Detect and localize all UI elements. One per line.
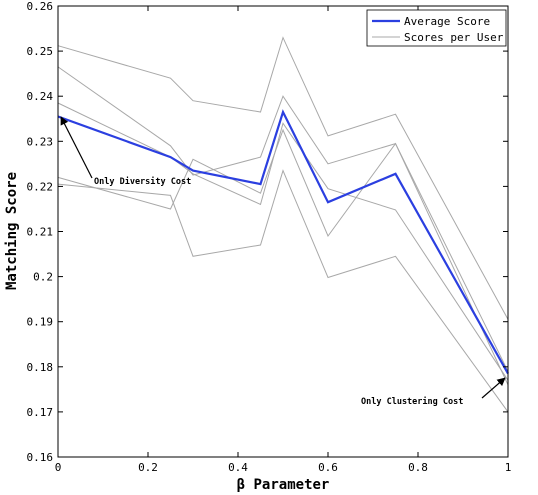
y-axis-ticks: 0.16 0.17 0.18 0.19 0.2 0.21 0.22 0.23 0.24 0.25 0… (27, 0, 508, 464)
annotation-diversity: Only Diversity Cost (60, 116, 191, 187)
plot-frame (57, 5, 509, 458)
y-tick-label: 0.2 (33, 271, 53, 284)
x-tick-label: 1 (505, 461, 512, 474)
y-tick-label: 0.18 (27, 361, 54, 374)
annotation-diversity-arrow (60, 116, 93, 179)
user-line-2 (57, 66, 509, 372)
user-line-5 (57, 169, 509, 413)
user-series-lines (57, 36, 509, 413)
y-tick-label: 0.25 (27, 45, 54, 58)
y-tick-label: 0.17 (27, 406, 54, 419)
legend: Average Score Scores per User (366, 9, 507, 47)
legend-box (366, 9, 507, 47)
y-tick-label: 0.23 (27, 135, 54, 148)
y-tick-label: 0.19 (27, 316, 54, 329)
legend-label-users: Scores per User (404, 31, 504, 44)
y-tick-label: 0.26 (27, 0, 54, 13)
y-tick-label: 0.22 (27, 180, 54, 193)
x-axis-title: β Parameter (237, 477, 330, 493)
x-axis-ticks: 0 0.2 0.4 0.6 0.8 1 (55, 6, 512, 474)
y-tick-label: 0.24 (27, 90, 54, 103)
user-line-4 (57, 128, 509, 386)
average-score-line (57, 109, 509, 375)
y-tick-label: 0.21 (27, 226, 54, 239)
x-tick-label: 0.6 (318, 461, 338, 474)
user-line-1 (57, 36, 509, 320)
x-tick-label: 0.8 (408, 461, 428, 474)
annotation-diversity-text: Only Diversity Cost (94, 176, 191, 187)
annotation-clustering-text: Only Clustering Cost (361, 396, 463, 407)
annotation-clustering-arrow (481, 377, 506, 399)
x-tick-label: 0.4 (228, 461, 248, 474)
legend-label-average: Average Score (404, 15, 490, 28)
x-tick-label: 0.2 (138, 461, 158, 474)
y-axis-title: Matching Score (4, 172, 20, 290)
y-tick-label: 0.16 (27, 451, 54, 464)
annotation-clustering: Only Clustering Cost (361, 377, 506, 407)
x-tick-label: 0 (55, 461, 62, 474)
user-line-3 (57, 102, 509, 381)
